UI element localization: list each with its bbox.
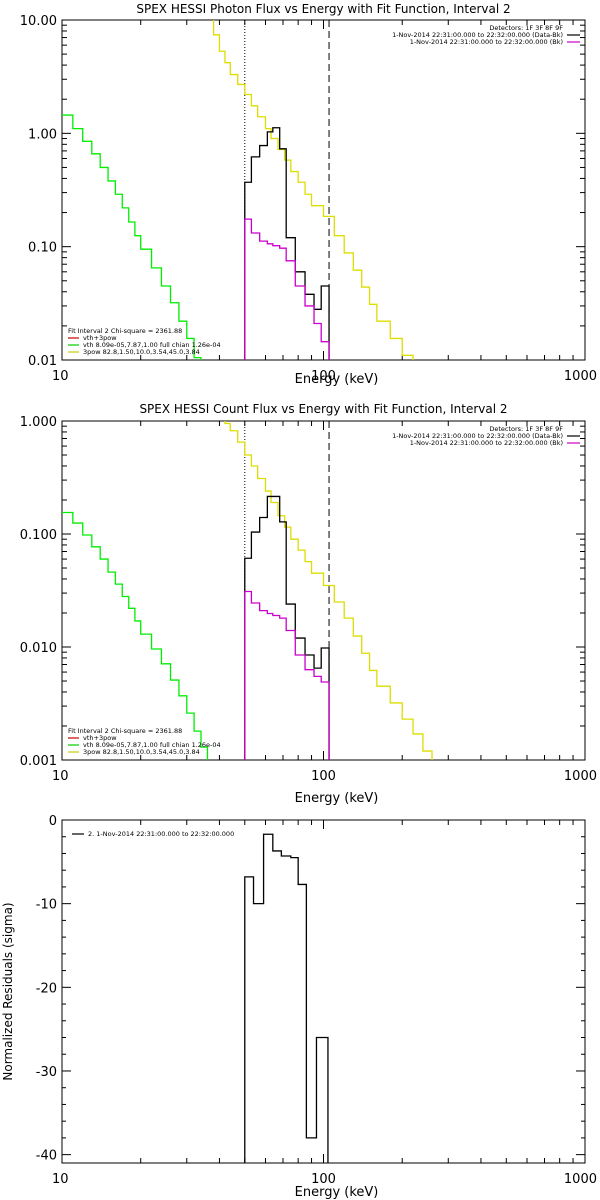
y-tick-label: 0.001: [20, 754, 57, 769]
series-line-1: [244, 833, 329, 1163]
x-axis-label: Energy (keV): [295, 372, 379, 387]
x-tick-label: 100: [311, 369, 336, 384]
legend-text: 1-Nov-2014 22:31:00.000 to 22:32:00.000 …: [392, 432, 563, 440]
plot-frame: [61, 819, 586, 1164]
y-tick-label: 0.010: [20, 641, 57, 656]
plot-frame: [61, 420, 586, 761]
legend-text: 3pow 82.8,1.50,10.0,3.54,45.0,3.84: [83, 748, 200, 756]
x-tick-label: 1000: [564, 1172, 597, 1187]
legend-text: vth+3pow: [83, 334, 117, 342]
series-line-4: [244, 218, 330, 360]
x-tick-label: 1000: [564, 769, 597, 784]
y-tick-label: -40: [36, 1149, 57, 1164]
series-line-1: [62, 114, 202, 360]
legend-text: 3pow 82.8,1.50,10.0,3.54,45.0,3.84: [83, 348, 200, 356]
x-axis-label: Energy (keV): [295, 791, 379, 806]
y-tick-label: 0.100: [20, 528, 57, 543]
y-tick-label: 10.00: [20, 14, 57, 29]
legend-text: vth 8.09e-05,7.87,1.00 full chian 1.26e-…: [83, 741, 221, 749]
series-line-3: [244, 127, 330, 360]
legend-text: 1-Nov-2014 22:31:00.000 to 22:32:00.000 …: [410, 439, 563, 447]
y-tick-label: 0.10: [28, 241, 57, 256]
y-tick-label: -30: [36, 1065, 57, 1080]
legend-text: Fit Interval 2 Chi-square = 2361.88: [68, 327, 182, 335]
legend-text: vth 8.09e-05,7.87,1.00 full chian 1.26e-…: [83, 341, 221, 349]
series-line-2: [224, 421, 433, 760]
legend-text: Detectors: 1F 3F 8F 9F: [489, 425, 563, 433]
x-tick-label: 100: [311, 769, 336, 784]
series-line-4: [244, 590, 330, 760]
chart-title: SPEX HESSI Count Flux vs Energy with Fit…: [139, 402, 507, 416]
chart-panel-1: 10 100 1000 0.01 0.10 1.00 10.00 SPEX HESSI Pho…: [20, 2, 597, 387]
y-tick-label: 1.00: [28, 127, 57, 142]
chart-title: SPEX HESSI Photon Flux vs Energy with Fi…: [136, 2, 510, 16]
series-group: [244, 833, 329, 1163]
series-group: [62, 421, 433, 760]
legend-text: 2. 1-Nov-2014 22:31:00.000 to 22:32:00.0…: [88, 830, 234, 838]
chart-panel-3: 10 100 1000 -40 -30 -20 -10 0 Energy (keV) Normal…: [1, 814, 597, 1200]
y-tick-label: 0.01: [28, 354, 57, 369]
legend-text: Detectors: 1F 3F 8F 9F: [489, 24, 563, 32]
series-group: [62, 20, 414, 360]
series-line-1: [62, 511, 209, 760]
x-tick-label: 1000: [564, 369, 597, 384]
x-axis-label: Energy (keV): [295, 1185, 379, 1200]
legend-text: Fit Interval 2 Chi-square = 2361.88: [68, 727, 182, 735]
x-tick-label: 100: [311, 1172, 336, 1187]
y-tick-label: -20: [36, 981, 57, 996]
y-tick-label: 1.000: [20, 415, 57, 430]
legend-text: 1-Nov-2014 22:31:00.000 to 22:32:00.000 …: [410, 38, 563, 46]
series-line-3: [244, 495, 330, 760]
y-tick-label: 0: [49, 814, 57, 829]
legend-text: 1-Nov-2014 22:31:00.000 to 22:32:00.000 …: [392, 31, 563, 39]
series-line-2: [212, 20, 414, 360]
y-axis-label: Normalized Residuals (sigma): [1, 902, 15, 1080]
x-tick-label: 10: [52, 1172, 69, 1187]
legend-text: vth+3pow: [83, 734, 117, 742]
chart-panel-2: 10 100 1000 0.001 0.010 0.100 1.000 SPEX HESSI …: [20, 402, 597, 806]
y-tick-label: -10: [36, 898, 57, 913]
x-tick-label: 10: [52, 769, 69, 784]
x-tick-label: 10: [52, 369, 69, 384]
plot-frame: [61, 19, 586, 361]
